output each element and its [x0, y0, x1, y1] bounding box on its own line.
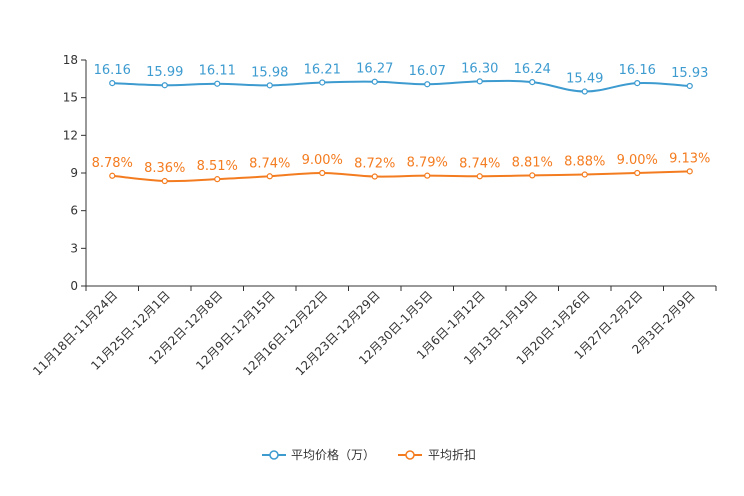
data-label: 9.00% — [302, 153, 343, 168]
data-point[interactable] — [319, 169, 326, 177]
data-point[interactable] — [371, 173, 378, 180]
x-axis: 11月18日-11月24日11月25日-12月1日12月2日-12月8日12月9… — [30, 285, 717, 378]
data-label: 8.81% — [512, 155, 553, 170]
data-label: 8.51% — [197, 159, 238, 174]
data-point[interactable] — [214, 80, 221, 87]
data-point[interactable] — [476, 78, 483, 85]
data-point[interactable] — [266, 173, 273, 180]
legend: 平均价格（万） 平均折扣 — [262, 447, 476, 462]
data-label: 9.00% — [617, 153, 658, 168]
legend-label: 平均折扣 — [428, 447, 476, 462]
series-line — [112, 79, 690, 93]
series-line — [112, 170, 690, 183]
data-point[interactable] — [424, 172, 431, 179]
series-1: 8.78% 8.36% 8.51% 8.74% 9.00% 8.72% 8.79% 8.74%… — [92, 151, 710, 185]
data-label: 8.36% — [144, 161, 185, 176]
y-axis: 0 3 6 9 12 15 18 — [63, 53, 87, 293]
data-point[interactable] — [319, 79, 326, 86]
x-tick-label: 11月18日-11月24日 — [30, 288, 120, 378]
data-label: 8.78% — [92, 156, 133, 171]
data-point[interactable] — [529, 172, 536, 179]
data-point[interactable] — [529, 78, 536, 86]
data-label: 16.27 — [356, 62, 393, 77]
data-label: 8.72% — [354, 157, 395, 172]
data-label: 16.21 — [304, 62, 341, 77]
y-tick-label: 0 — [70, 279, 78, 293]
data-label: 16.16 — [94, 63, 131, 78]
data-point[interactable] — [109, 172, 116, 179]
legend-item-0[interactable]: 平均价格（万） — [262, 447, 375, 462]
data-point[interactable] — [476, 173, 483, 180]
series-layer: 16.16 15.99 16.11 15.98 16.21 16.27 16.07 16.30… — [92, 61, 710, 185]
series-0: 16.16 15.99 16.11 15.98 16.21 16.27 16.07 16.30… — [94, 61, 708, 95]
data-label: 8.79% — [407, 156, 448, 171]
data-label: 15.93 — [671, 66, 708, 81]
data-label: 16.24 — [514, 62, 551, 77]
data-point[interactable] — [634, 80, 641, 87]
data-point[interactable] — [634, 169, 641, 177]
data-point[interactable] — [214, 176, 221, 183]
data-label: 16.16 — [619, 63, 656, 78]
data-label: 8.74% — [459, 156, 500, 171]
data-label: 8.88% — [564, 155, 605, 170]
legend-label: 平均价格（万） — [291, 447, 375, 462]
data-label: 16.07 — [409, 64, 446, 79]
legend-item-1[interactable]: 平均折扣 — [398, 447, 476, 462]
y-tick-label: 18 — [63, 53, 78, 67]
y-tick-label: 15 — [63, 91, 78, 105]
data-label: 9.13% — [669, 151, 710, 166]
data-point[interactable] — [686, 82, 693, 90]
data-label: 16.30 — [461, 61, 498, 76]
y-tick-label: 9 — [70, 166, 78, 180]
data-point[interactable] — [266, 82, 273, 89]
data-point[interactable] — [424, 81, 431, 88]
legend-marker-icon — [405, 450, 415, 460]
data-point[interactable] — [161, 177, 168, 185]
data-label: 15.98 — [251, 65, 288, 80]
data-label: 8.74% — [249, 156, 290, 171]
legend-marker-icon — [269, 450, 279, 460]
data-point[interactable] — [371, 78, 378, 85]
y-tick-label: 3 — [70, 241, 78, 255]
data-point[interactable] — [686, 168, 693, 175]
data-point[interactable] — [161, 82, 168, 89]
data-label: 15.99 — [146, 65, 183, 80]
data-point[interactable] — [581, 171, 588, 178]
data-label: 16.11 — [199, 64, 236, 79]
y-tick-label: 6 — [70, 204, 78, 218]
y-tick-label: 12 — [63, 128, 78, 142]
data-point[interactable] — [109, 80, 116, 87]
data-label: 15.49 — [566, 72, 603, 87]
data-point[interactable] — [581, 88, 588, 95]
